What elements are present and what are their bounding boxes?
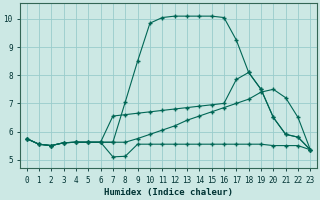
X-axis label: Humidex (Indice chaleur): Humidex (Indice chaleur) — [104, 188, 233, 197]
